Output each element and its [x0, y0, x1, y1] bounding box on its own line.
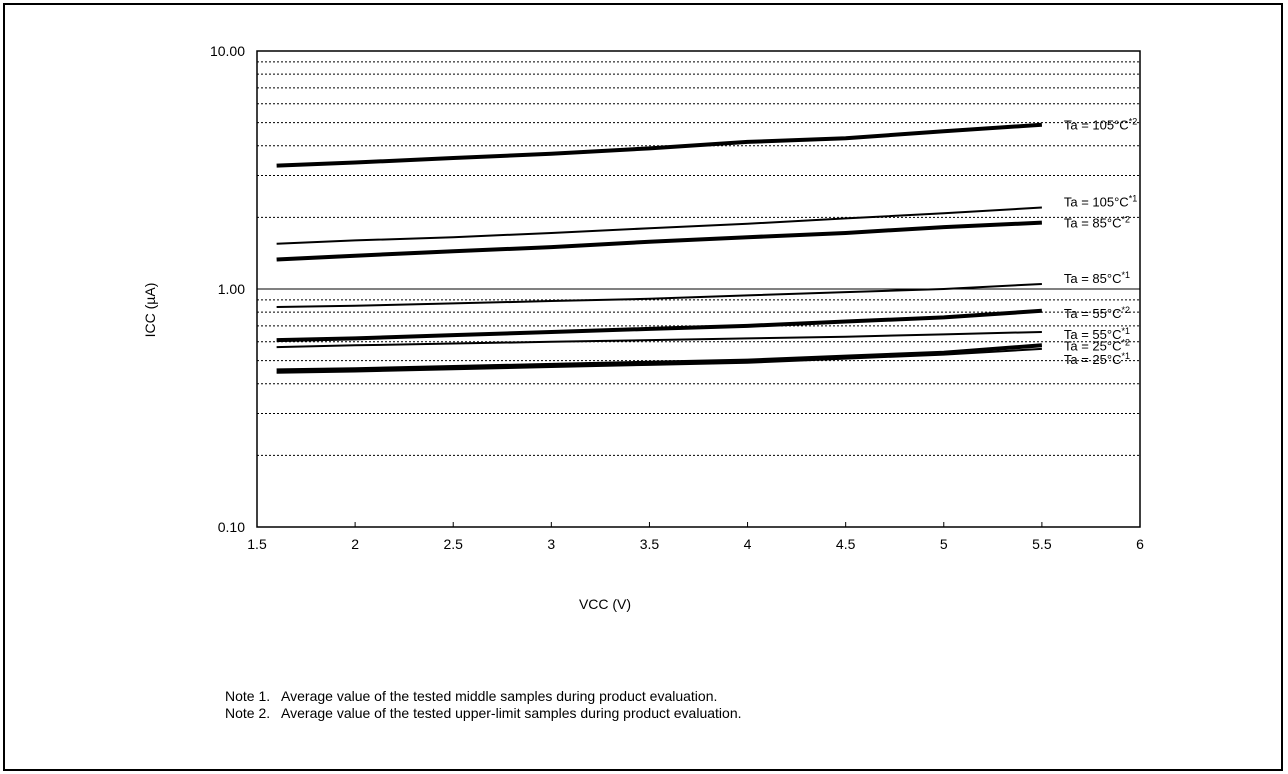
series-label: Ta = 85°C*1: [1064, 270, 1130, 286]
x-axis-title: VCC (V): [579, 596, 631, 612]
series-label-note: *2: [1121, 337, 1130, 347]
series-label-note: *1: [1121, 326, 1130, 336]
x-tick-label: 5.5: [1032, 536, 1052, 552]
y-tick-label: 10.00: [210, 43, 245, 59]
x-tick-label: 3.5: [640, 536, 660, 552]
note-1: Note 1. Average value of the tested midd…: [225, 688, 718, 704]
series-labels: Ta = 105°C*2Ta = 105°C*1Ta = 85°C*2Ta = …: [1064, 117, 1137, 367]
y-tick-label: 0.10: [218, 519, 245, 535]
series-label-name: Ta = 55°C: [1064, 306, 1122, 321]
y-axis-title: ICC (µA): [142, 283, 158, 338]
series-label-note: *1: [1121, 351, 1130, 361]
series-line: [276, 308, 1043, 343]
grid-lines: [257, 61, 1140, 456]
series-lines: [276, 122, 1043, 374]
y-tick-label: 1.00: [218, 281, 245, 297]
figure-frame: Ta = 105°C*2 Ta = 105°C*1 Ta = 85°C*2 Ta = …: [3, 3, 1283, 771]
series-label: Ta = 55°C*2: [1064, 305, 1130, 321]
x-tick-label: 4: [744, 536, 752, 552]
series-label-note: *1: [1121, 270, 1130, 280]
icc-vcc-chart: Ta = 105°C*2Ta = 105°C*1Ta = 85°C*2Ta = …: [142, 43, 1144, 612]
axes: [256, 50, 1141, 528]
x-tick-label: 5: [940, 536, 948, 552]
series-label-name: Ta = 105°C: [1064, 195, 1129, 210]
series-line: [276, 122, 1043, 168]
x-tick-label: 1.5: [247, 536, 267, 552]
series-line: [276, 220, 1042, 262]
note-2: Note 2. Average value of the tested uppe…: [225, 705, 742, 721]
series-label: Ta = 25°C*1: [1064, 351, 1130, 367]
series-line: [276, 343, 1043, 373]
x-tick-label: 2.5: [443, 536, 463, 552]
series-line: [276, 330, 1042, 349]
x-tick-label: 6: [1136, 536, 1144, 552]
series-line: [276, 282, 1042, 309]
series-label-note: *1: [1129, 194, 1138, 204]
series-label-note: *2: [1129, 117, 1138, 127]
series-label-name: Ta = 85°C: [1064, 216, 1122, 231]
series-label-name: Ta = 105°C: [1064, 118, 1129, 133]
series-label-name: Ta = 25°C: [1064, 352, 1122, 367]
series-label: Ta = 85°C*2: [1064, 215, 1130, 231]
series-label-name: Ta = 25°C: [1064, 338, 1122, 353]
x-tick-label: 4.5: [836, 536, 856, 552]
series-label: Ta = 105°C*1: [1064, 194, 1137, 210]
notes-block: Note 1. Average value of the tested midd…: [225, 688, 742, 722]
series-label-note: *2: [1121, 305, 1130, 315]
series-label-name: Ta = 85°C: [1064, 271, 1122, 286]
series-line: [276, 206, 1042, 245]
series-line: [276, 347, 1042, 374]
series-label: Ta = 105°C*2: [1064, 117, 1137, 133]
series-label-name: Ta = 55°C: [1064, 327, 1122, 342]
series-label: Ta = 55°C*1: [1064, 326, 1130, 342]
series-label: Ta = 25°C*2: [1064, 337, 1130, 353]
tick-labels: 1.5 2 2.5 3 3.5 4 4.5 5 5.5 6 10.00 1.00 0.10: [210, 43, 1144, 552]
x-tick-label: 2: [351, 536, 359, 552]
x-tick-label: 3: [547, 536, 555, 552]
series-label-note: *2: [1121, 215, 1130, 225]
